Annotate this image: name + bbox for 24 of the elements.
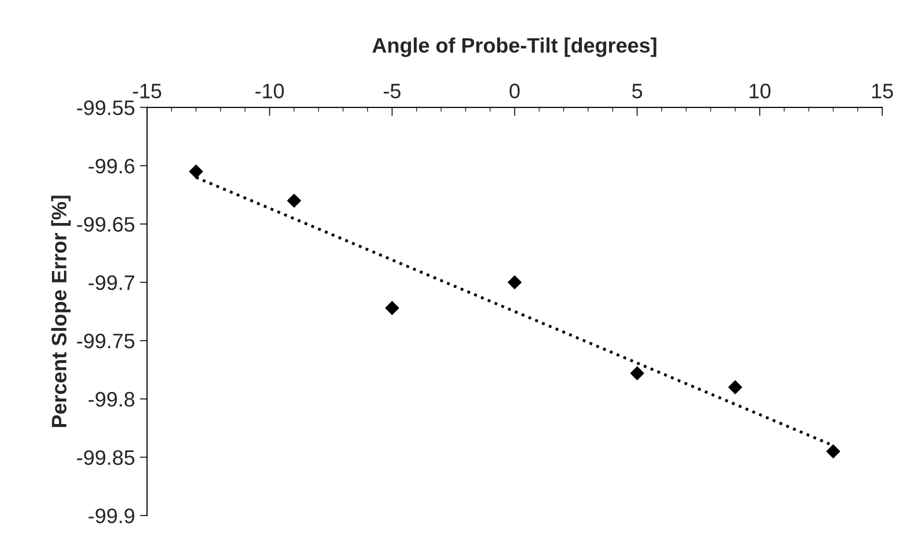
x-tick-label: 5 [632, 84, 642, 98]
x-tick-label: 0 [510, 84, 520, 98]
y-tick-label: -99.65 [77, 217, 134, 232]
y-tick-label: -99.75 [77, 334, 134, 348]
x-tick-label: 10 [750, 84, 770, 98]
point [189, 164, 204, 178]
y-tick-label: -99.8 [88, 392, 134, 407]
x-tick-label: -5 [384, 84, 400, 98]
x-tick-label: -15 [132, 84, 162, 98]
point [728, 380, 742, 394]
point [287, 194, 302, 208]
x-tick-label: -10 [255, 84, 284, 98]
x-axis-title: Angle of Probe-Tilt [degrees] [372, 37, 656, 57]
y-tick-label: -99.55 [77, 100, 134, 116]
x-tick-label: 15 [872, 84, 893, 98]
point [385, 301, 400, 315]
y-tick-label: -99.7 [88, 275, 134, 290]
y-axis-title: Percent Slope Error [%] [51, 196, 71, 427]
y-tick-label: -99.9 [88, 508, 134, 524]
point [630, 366, 644, 380]
point [508, 275, 522, 290]
y-tick-label: -99.6 [88, 158, 134, 174]
point [826, 444, 840, 458]
y-tick-label: -99.85 [77, 450, 134, 465]
